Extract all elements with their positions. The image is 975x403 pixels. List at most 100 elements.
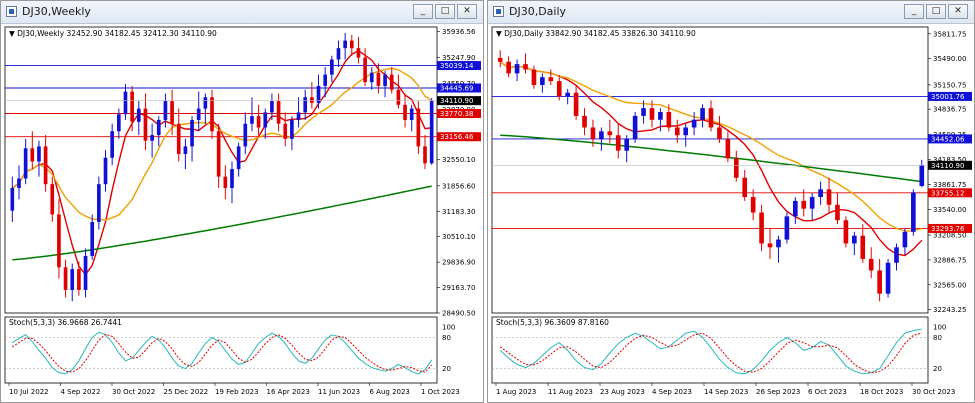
last-price-tag bbox=[437, 96, 481, 106]
candle-body bbox=[582, 115, 587, 128]
candle-body bbox=[196, 108, 201, 120]
level-price-tag bbox=[437, 83, 481, 93]
weekly-chart-canvas[interactable]: ▼ DJ30,Weekly 32452.90 34182.45 32412.30… bbox=[1, 23, 483, 403]
price-tick-label: 31856.60 bbox=[442, 182, 475, 190]
last-price-tag bbox=[928, 160, 972, 170]
ohlc-info-label: ▼ DJ30,Weekly 32452.90 34182.45 32412.30… bbox=[9, 29, 217, 38]
price-tick-label: 29163.70 bbox=[442, 284, 475, 292]
candle-body bbox=[826, 189, 832, 205]
daily-chart-window[interactable]: DJ30,Daily _ □ ✕ ▼ DJ30,Daily 33842.90 3… bbox=[487, 0, 975, 403]
weekly-window-title: DJ30,Weekly bbox=[22, 5, 91, 18]
candle-body bbox=[170, 101, 174, 124]
candle-body bbox=[776, 239, 781, 248]
candle-body bbox=[624, 139, 630, 151]
candle-body bbox=[316, 85, 321, 103]
level-price-tag bbox=[928, 134, 972, 144]
stochastic-main-line bbox=[12, 331, 433, 375]
candle-body bbox=[860, 235, 866, 259]
minimize-button[interactable]: _ bbox=[413, 4, 433, 19]
time-tick-label: 6 Aug 2023 bbox=[370, 388, 410, 396]
stochastic-signal-line bbox=[499, 332, 922, 374]
candle-body bbox=[767, 243, 773, 248]
candle-body bbox=[30, 148, 35, 162]
stochastic-level-label: 80 bbox=[933, 334, 942, 342]
candle-body bbox=[784, 216, 790, 240]
stochastic-level-label: 80 bbox=[442, 334, 451, 342]
candle-body bbox=[150, 135, 154, 141]
time-tick-label: 16 Apr 2023 bbox=[267, 388, 310, 396]
candle-body bbox=[223, 176, 228, 188]
close-button[interactable]: ✕ bbox=[457, 4, 477, 19]
candle-body bbox=[70, 269, 75, 290]
candle-body bbox=[116, 114, 121, 132]
candle-body bbox=[885, 262, 891, 294]
candle-body bbox=[136, 108, 141, 122]
candle-body bbox=[130, 91, 134, 122]
time-tick-label: 11 Aug 2023 bbox=[548, 388, 593, 396]
candle-body bbox=[176, 123, 181, 154]
level-price-tag bbox=[928, 223, 972, 233]
candle-body bbox=[349, 40, 354, 49]
candle-body bbox=[835, 204, 840, 221]
price-tick-label: 30510.10 bbox=[442, 233, 475, 241]
price-tick-label: 31183.30 bbox=[442, 208, 475, 216]
candle-body bbox=[759, 212, 764, 244]
candle-body bbox=[911, 192, 916, 232]
candle-body bbox=[590, 127, 596, 140]
candle-body bbox=[649, 108, 655, 120]
price-tick-label: 35811.75 bbox=[933, 30, 966, 38]
daily-chart-canvas[interactable]: ▼ DJ30,Daily 33842.90 34182.45 33826.30 … bbox=[488, 23, 974, 403]
weekly-chart-window[interactable]: DJ30,Weekly _ □ ✕ ▼ DJ30,Weekly 32452.90… bbox=[0, 0, 484, 403]
candle-body bbox=[77, 269, 81, 290]
candle-body bbox=[396, 89, 401, 105]
price-tick-label: 35936.56 bbox=[442, 28, 476, 36]
fast-moving-average-line bbox=[11, 49, 432, 276]
candle-body bbox=[363, 57, 367, 83]
level-price-label: 35039.14 bbox=[440, 62, 474, 70]
minimize-button[interactable]: _ bbox=[904, 4, 924, 19]
candle-body bbox=[801, 200, 807, 209]
candle-body bbox=[50, 184, 55, 215]
candle-body bbox=[531, 69, 537, 85]
daily-titlebar[interactable]: DJ30,Daily _ □ ✕ bbox=[488, 1, 974, 24]
slow-moving-average-line bbox=[500, 134, 922, 183]
time-tick-label: 25 Dec 2022 bbox=[164, 388, 209, 396]
daily-window-title: DJ30,Daily bbox=[509, 5, 567, 18]
stochastic-plot-frame bbox=[491, 316, 929, 384]
candle-body bbox=[97, 184, 101, 222]
candle-body bbox=[216, 131, 221, 177]
candle-body bbox=[143, 108, 148, 141]
candle-body bbox=[429, 100, 434, 164]
mid-moving-average-line bbox=[11, 67, 433, 221]
candle-body bbox=[90, 221, 95, 256]
level-price-tag bbox=[437, 132, 481, 142]
price-tick-label: 32243.25 bbox=[933, 306, 966, 314]
maximize-button[interactable]: □ bbox=[435, 4, 455, 19]
level-price-label: 34452.06 bbox=[931, 135, 965, 143]
time-tick-label: 14 Sep 2023 bbox=[704, 388, 748, 396]
candle-body bbox=[256, 116, 261, 128]
candle-body bbox=[310, 97, 314, 103]
candle-body bbox=[416, 108, 421, 147]
candle-body bbox=[573, 92, 579, 116]
candle-body bbox=[548, 77, 554, 82]
candle-body bbox=[270, 101, 274, 113]
maximize-button[interactable]: □ bbox=[926, 4, 946, 19]
stochastic-level-label: 100 bbox=[933, 324, 946, 332]
stochastic-info-label: Stoch(5,3,3) 36.9668 26.7441 bbox=[9, 318, 122, 327]
stochastic-level-label: 20 bbox=[442, 365, 451, 373]
level-price-label: 33293.76 bbox=[931, 225, 965, 233]
time-tick-label: 30 Oct 2022 bbox=[112, 388, 155, 396]
candle-body bbox=[276, 101, 281, 124]
price-tick-label: 35247.90 bbox=[442, 54, 475, 62]
candle-body bbox=[63, 267, 68, 290]
candle-body bbox=[607, 131, 613, 136]
level-price-label: 33770.38 bbox=[440, 110, 473, 118]
close-button[interactable]: ✕ bbox=[948, 4, 968, 19]
candle-body bbox=[725, 139, 731, 159]
candle-body bbox=[818, 189, 823, 198]
weekly-titlebar[interactable]: DJ30,Weekly _ □ ✕ bbox=[1, 1, 483, 24]
price-tick-label: 34836.75 bbox=[933, 106, 966, 114]
candle-body bbox=[409, 108, 414, 120]
level-price-label: 33156.46 bbox=[440, 133, 474, 141]
